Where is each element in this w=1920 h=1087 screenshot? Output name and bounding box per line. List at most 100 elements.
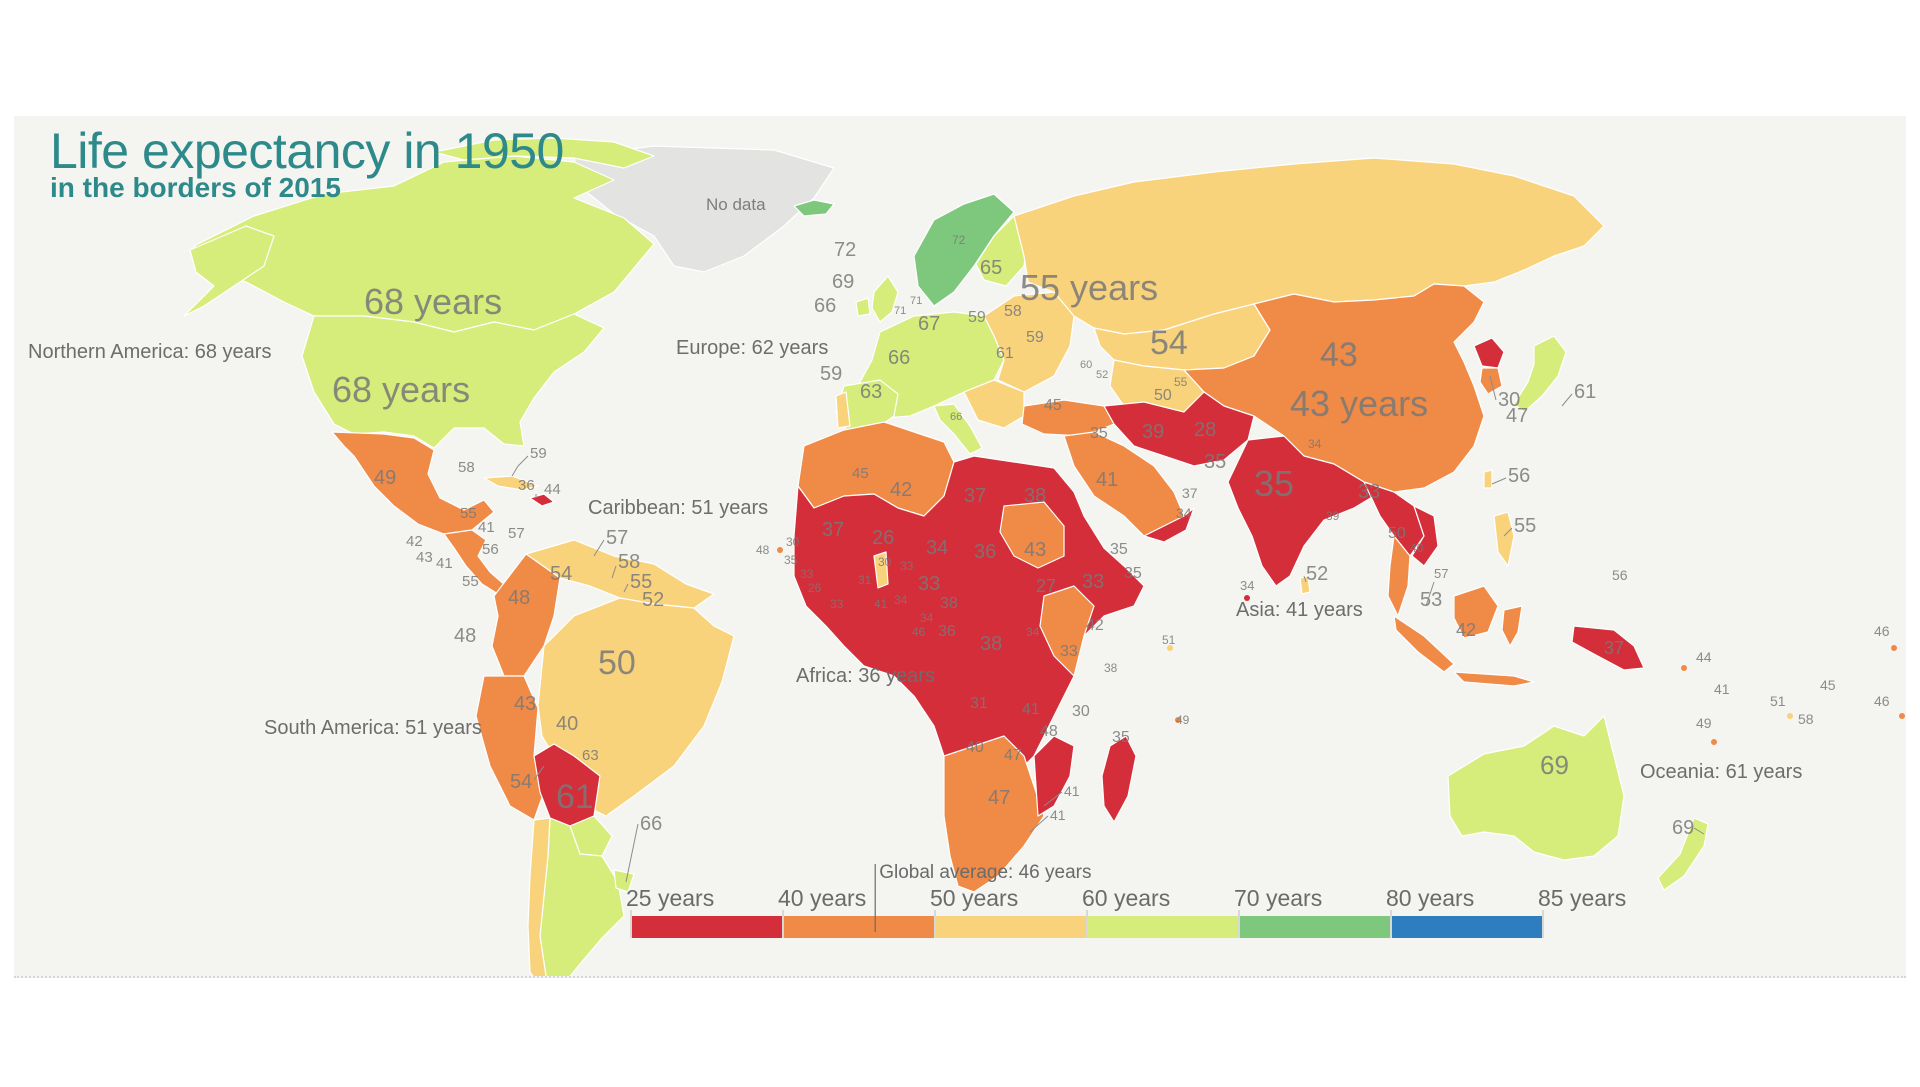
dot-kiribati — [1891, 645, 1897, 651]
philippines — [1493, 511, 1515, 567]
value-kiribati: 46 — [1874, 623, 1890, 639]
region-south-america: South America: 51 years — [264, 717, 482, 739]
value-egypt: 38 — [1024, 485, 1046, 507]
value-congo: 34 — [1026, 625, 1040, 639]
value-solomon: 44 — [1696, 649, 1712, 665]
region-northern-america: Northern America: 68 years — [28, 341, 271, 363]
value-pakistan: 35 — [1204, 451, 1226, 473]
no-data-label: No data — [706, 195, 766, 214]
value-paraguay: 63 — [582, 747, 599, 764]
value-denmark: 71 — [894, 305, 906, 317]
china — [1183, 283, 1485, 493]
north-south-america — [525, 539, 715, 609]
java — [1453, 671, 1535, 687]
legend-swatch-2 — [936, 916, 1086, 938]
label-usa: 68 years — [332, 369, 470, 410]
uruguay — [613, 869, 635, 893]
value-ivory: 31 — [858, 573, 872, 587]
dot-fiji — [1711, 739, 1717, 745]
value-gabon: 36 — [938, 623, 956, 640]
value-peru: 43 — [514, 693, 536, 715]
value-botswana: 47 — [1004, 747, 1022, 764]
region-europe: Europe: 62 years — [676, 337, 828, 359]
uk — [871, 275, 899, 323]
value-chile: 54 — [510, 771, 532, 793]
value-comoros: 38 — [1104, 661, 1118, 675]
value-liberia: 33 — [830, 597, 844, 611]
value-azerbaijan: 52 — [1096, 369, 1108, 381]
value-uk: 69 — [832, 271, 854, 293]
canada — [193, 155, 655, 333]
value-saotome: 46 — [912, 625, 926, 639]
value-fguiana: 52 — [642, 589, 664, 611]
value-mauritania: 37 — [822, 519, 844, 541]
value-honduras: 41 — [478, 519, 495, 536]
southern-africa — [943, 735, 1045, 893]
value-saudi: 41 — [1096, 469, 1118, 491]
leader-srilanka — [1303, 575, 1307, 583]
value-guinea: 30 — [786, 535, 800, 549]
legend: 25 years 40 years 50 years 60 years 70 years… — [626, 862, 1626, 938]
value-jamaica: 55 — [460, 505, 477, 522]
value-portugal: 59 — [820, 363, 842, 385]
value-turkey: 45 — [1044, 397, 1062, 414]
borneo — [1453, 585, 1499, 639]
west-africa-coast — [873, 551, 889, 589]
value-nicaragua: 41 — [436, 555, 453, 572]
value-ethiopia: 33 — [1082, 571, 1104, 593]
australia — [1447, 715, 1625, 861]
value-mozambique: 30 — [1072, 703, 1090, 720]
value-seychelles: 51 — [1162, 633, 1176, 647]
value-guyana: 58 — [618, 551, 640, 573]
value-burkina: 30 — [878, 555, 892, 569]
value-zambia: 41 — [1022, 701, 1040, 718]
dot-maldives — [1244, 595, 1250, 601]
value-yemen: 34 — [1176, 505, 1192, 521]
value-togo: 34 — [894, 593, 908, 607]
mozambique — [1033, 735, 1075, 817]
value-thailand: 50 — [1388, 525, 1406, 542]
leader-japan — [1561, 393, 1573, 407]
korea-north — [1473, 337, 1505, 369]
value-iraq: 35 — [1090, 425, 1108, 442]
japan — [1513, 335, 1567, 413]
label-canada: 68 years — [364, 281, 502, 322]
value-drc: 38 — [980, 633, 1002, 655]
turkey — [1021, 399, 1115, 437]
value-finland: 65 — [980, 257, 1002, 279]
leader-philippines — [1503, 527, 1513, 537]
value-oman: 37 — [1182, 485, 1198, 501]
label-mongolia: 43 — [1320, 336, 1358, 374]
global-average-label: Global average: 46 years — [879, 862, 1091, 883]
value-dominican: 44 — [544, 481, 561, 498]
value-sudan: 43 — [1024, 539, 1046, 561]
value-namibia: 40 — [966, 739, 984, 756]
portugal — [835, 391, 851, 429]
value-poland: 59 — [968, 309, 986, 326]
dot-solomon — [1681, 665, 1687, 671]
thailand — [1387, 535, 1411, 617]
leader-korea — [1489, 375, 1497, 401]
value-iceland: 72 — [834, 239, 856, 261]
dot-samoa — [1787, 713, 1793, 719]
ireland — [855, 297, 871, 317]
value-costarica: 56 — [482, 541, 499, 558]
value-colombia: 48 — [508, 587, 530, 609]
sumatra — [1393, 615, 1455, 673]
value-kenya: 42 — [1086, 617, 1104, 634]
value-hongkong: 56 — [1508, 465, 1530, 487]
label-australia: 69 — [1540, 750, 1569, 780]
value-guatemala: 42 — [406, 533, 423, 550]
value-angola: 31 — [970, 695, 988, 712]
value-afghanistan: 28 — [1194, 419, 1216, 441]
legend-swatch-0 — [632, 916, 782, 938]
dot-reunion — [1175, 717, 1181, 723]
legend-tick-0: 25 years — [626, 885, 714, 911]
leader-hk — [1491, 477, 1507, 485]
legend-tick-1: 40 years — [778, 885, 866, 911]
country-values: 72 72 65 69 66 71 71 67 59 58 59 66 61 5… — [374, 233, 1890, 839]
value-norway: 72 — [952, 233, 966, 247]
value-eritrea: 35 — [1110, 541, 1128, 558]
value-ecuador: 48 — [454, 625, 476, 647]
alaska — [183, 225, 275, 317]
